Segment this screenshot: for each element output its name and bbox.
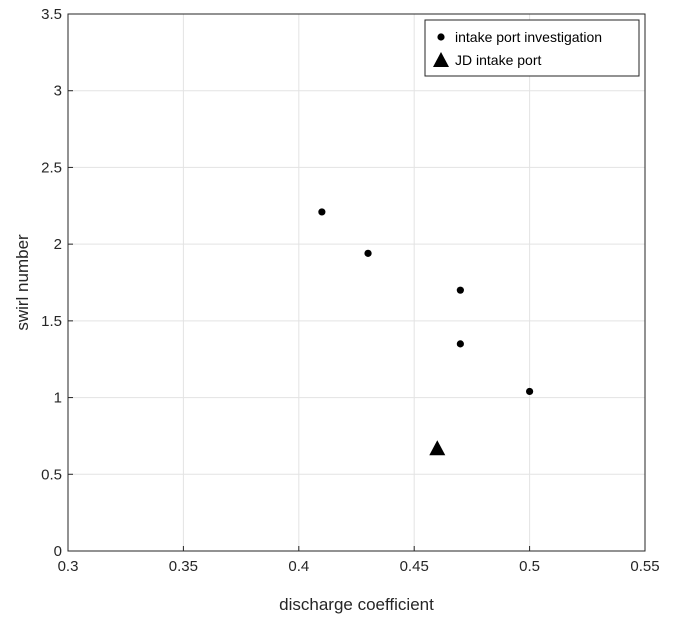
x-axis-label: discharge coefficient <box>279 595 434 614</box>
x-tick-label: 0.5 <box>519 558 540 575</box>
legend-box <box>424 19 640 77</box>
y-tick-label: 0.5 <box>41 466 62 483</box>
y-tick-label: 0 <box>54 543 62 560</box>
y-tick-label: 2.5 <box>41 159 62 176</box>
grid-lines <box>67 13 646 552</box>
dot-marker <box>364 249 372 257</box>
x-tick-label: 0.4 <box>288 558 309 575</box>
x-tick-label: 0.3 <box>58 558 79 575</box>
y-axis-label: swirl number <box>13 234 32 331</box>
data-points <box>318 208 534 456</box>
dot-marker <box>526 387 534 396</box>
axis-ticks: 0.3 0.35 0.4 0.45 0.5 0.55 0 0.5 1 1.5 2 2.5 3 3.5 <box>41 6 659 575</box>
legend-entry-label: JD intake port <box>455 52 541 68</box>
legend-dot-icon <box>437 33 445 41</box>
y-tick-label: 2 <box>54 236 62 253</box>
plot-area <box>67 13 646 552</box>
legend: intake port investigation JD intake port <box>424 19 640 77</box>
triangle-marker <box>429 440 446 456</box>
legend-entry-label: intake port investigation <box>455 29 602 45</box>
y-tick-label: 3 <box>54 83 62 100</box>
dot-marker <box>456 286 464 294</box>
y-tick-label: 1 <box>54 390 62 407</box>
y-tick-label: 1.5 <box>41 313 62 330</box>
dot-marker <box>318 208 326 216</box>
x-tick-label: 0.45 <box>400 558 429 575</box>
x-tick-label: 0.35 <box>169 558 198 575</box>
dot-marker <box>456 340 464 348</box>
x-tick-label: 0.55 <box>630 558 659 575</box>
y-tick-label: 3.5 <box>41 6 62 23</box>
legend-triangle-icon <box>433 52 449 67</box>
